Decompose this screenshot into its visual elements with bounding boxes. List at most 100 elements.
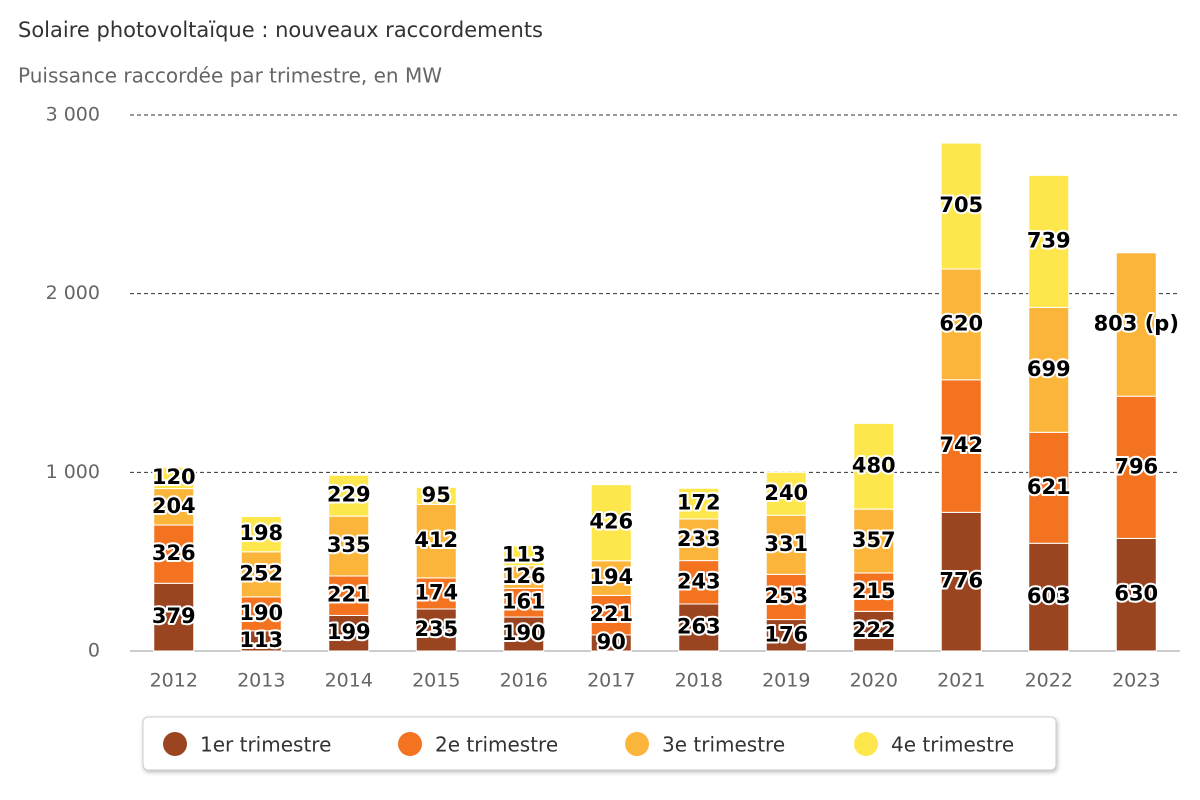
bar-segment — [1028, 174, 1070, 308]
bar-segment — [328, 575, 370, 616]
chart-title: Solaire photovoltaïque : nouveaux raccor… — [18, 18, 543, 42]
legend-box — [142, 716, 1057, 771]
bar-segment — [678, 603, 720, 652]
legend-marker — [854, 732, 878, 756]
data-label: 620 — [939, 311, 983, 335]
data-label: 113 — [502, 543, 546, 567]
bar-segment — [415, 486, 457, 505]
bar-segment — [153, 524, 195, 584]
x-tick-label: 2016 — [500, 670, 548, 692]
bar-segment — [328, 515, 370, 577]
bar-segment — [503, 545, 545, 567]
bar-segment — [678, 487, 720, 520]
bar-segment — [153, 582, 195, 652]
bar-segment — [678, 518, 720, 562]
bar-segment — [240, 551, 282, 598]
legend-marker — [163, 732, 187, 756]
bar-segment — [1028, 306, 1070, 433]
x-tick-label: 2020 — [850, 670, 898, 692]
data-label: 90 — [597, 630, 626, 654]
x-tick-label: 2012 — [150, 670, 198, 692]
data-label: 235 — [414, 617, 458, 641]
bar-segment — [940, 511, 982, 652]
x-tick-label: 2013 — [237, 670, 285, 692]
legend-label: 3e trimestre — [662, 733, 785, 757]
data-label: 233 — [677, 527, 721, 551]
data-label: 221 — [327, 583, 371, 607]
chart-subtitle: Puissance raccordée par trimestre, en MW — [18, 64, 442, 88]
bar-segment — [940, 268, 982, 381]
x-tick-label: 2014 — [325, 670, 373, 692]
bar-segment — [765, 573, 807, 621]
data-label: 161 — [502, 590, 546, 614]
data-label: 480 — [852, 453, 896, 477]
data-label: 412 — [414, 528, 458, 552]
legend-marker — [625, 732, 649, 756]
x-tick-label: 2023 — [1112, 670, 1160, 692]
bar-segment — [153, 488, 195, 526]
data-label: 739 — [1027, 228, 1071, 252]
bar-segment — [853, 422, 895, 510]
data-label: 199 — [327, 620, 371, 644]
bar-segment — [240, 515, 282, 553]
bar-segment — [940, 142, 982, 270]
bar-segment — [1115, 395, 1157, 539]
data-label: 174 — [414, 580, 458, 604]
x-tick-label: 2022 — [1025, 670, 1073, 692]
y-tick-label: 3 000 — [46, 104, 100, 126]
data-label: 331 — [764, 532, 808, 556]
bar-segment — [503, 587, 545, 618]
bar-segment — [1115, 537, 1157, 652]
legend-label: 1er trimestre — [200, 733, 331, 757]
data-label: 126 — [502, 564, 546, 588]
legend-label: 2e trimestre — [435, 733, 558, 757]
bar-segment — [853, 572, 895, 612]
data-label: 796 — [1114, 454, 1158, 478]
data-label: 113 — [239, 628, 283, 652]
bar-segment — [1028, 431, 1070, 544]
data-label: 176 — [764, 622, 808, 646]
bar-segment — [853, 610, 895, 652]
data-label: 426 — [589, 510, 633, 534]
x-tick-label: 2021 — [937, 670, 985, 692]
data-label: 335 — [327, 533, 371, 557]
data-label: 120 — [152, 465, 196, 489]
x-tick-label: 2018 — [675, 670, 723, 692]
data-label: 95 — [422, 483, 451, 507]
data-label: 630 — [1114, 582, 1158, 606]
data-label: 326 — [152, 541, 196, 565]
data-label: 699 — [1027, 357, 1071, 381]
data-label: 776 — [939, 569, 983, 593]
legend-marker — [398, 732, 422, 756]
bar-segment — [503, 616, 545, 652]
bar-segment — [328, 474, 370, 517]
data-label: 803 (p) — [1094, 311, 1179, 335]
bar-segment — [765, 619, 807, 652]
bar-segment — [153, 466, 195, 490]
data-label: 204 — [152, 494, 196, 518]
data-label: 379 — [152, 604, 196, 628]
x-tick-label: 2015 — [412, 670, 460, 692]
bar-segment — [678, 560, 720, 605]
data-label: 172 — [677, 491, 721, 515]
bar-segment — [765, 471, 807, 516]
legend-label: 4e trimestre — [891, 733, 1014, 757]
data-label: 603 — [1027, 584, 1071, 608]
bar-segment — [415, 503, 457, 579]
bar-segment — [590, 484, 632, 562]
data-label: 263 — [677, 615, 721, 639]
y-tick-label: 1 000 — [46, 461, 100, 483]
data-label: 198 — [239, 521, 283, 545]
data-label: 252 — [239, 561, 283, 585]
data-label: 240 — [764, 481, 808, 505]
data-label: 194 — [589, 565, 633, 589]
data-label: 215 — [852, 579, 896, 603]
x-tick-label: 2019 — [762, 670, 810, 692]
bar-segment — [240, 596, 282, 632]
bar-segment — [853, 508, 895, 574]
data-label: 221 — [589, 602, 633, 626]
data-label: 222 — [852, 618, 896, 642]
y-tick-label: 2 000 — [46, 282, 100, 304]
bar-segment — [590, 594, 632, 636]
